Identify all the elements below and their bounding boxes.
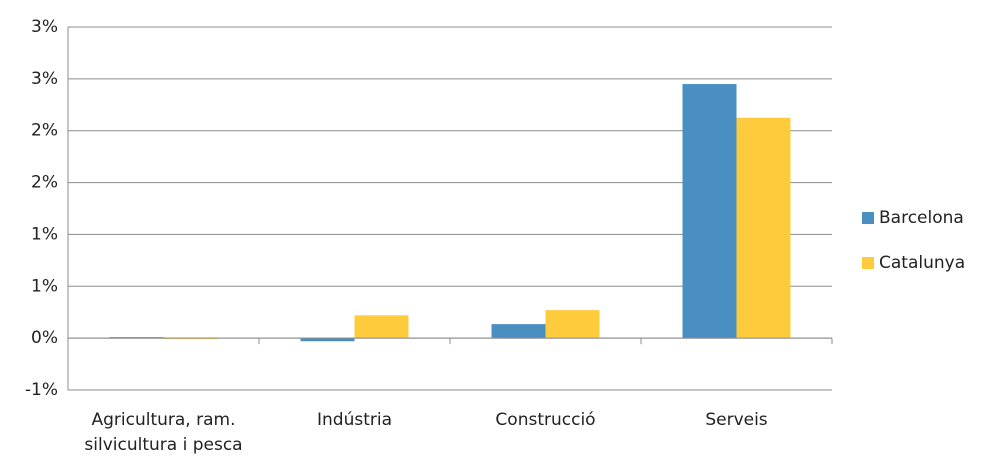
bar xyxy=(300,338,355,342)
y-tick-label: 1% xyxy=(31,224,58,244)
bar xyxy=(736,117,791,339)
y-tick-label: 3% xyxy=(31,69,58,89)
legend-label: Catalunya xyxy=(879,253,965,273)
y-tick-label: 2% xyxy=(31,173,58,193)
x-tick-label: Serveis xyxy=(705,410,768,430)
y-tick-label: 3% xyxy=(31,17,58,37)
y-tick-label: 1% xyxy=(31,276,58,296)
bar xyxy=(491,324,546,339)
legend-label: Barcelona xyxy=(879,208,964,228)
y-tick-label: -1% xyxy=(25,380,58,400)
x-tick-label: Construcció xyxy=(495,410,596,430)
legend-swatch xyxy=(862,257,874,269)
x-tick-label: Agricultura, ram. silvicultura i pesca xyxy=(84,410,243,455)
legend-swatch xyxy=(862,212,874,224)
y-tick-label: 2% xyxy=(31,121,58,141)
bar xyxy=(109,337,164,339)
bar xyxy=(354,315,409,339)
x-tick-label: Indústria xyxy=(316,410,392,430)
bar xyxy=(545,310,600,339)
bar xyxy=(682,84,737,339)
y-tick-label: 0% xyxy=(31,328,58,348)
